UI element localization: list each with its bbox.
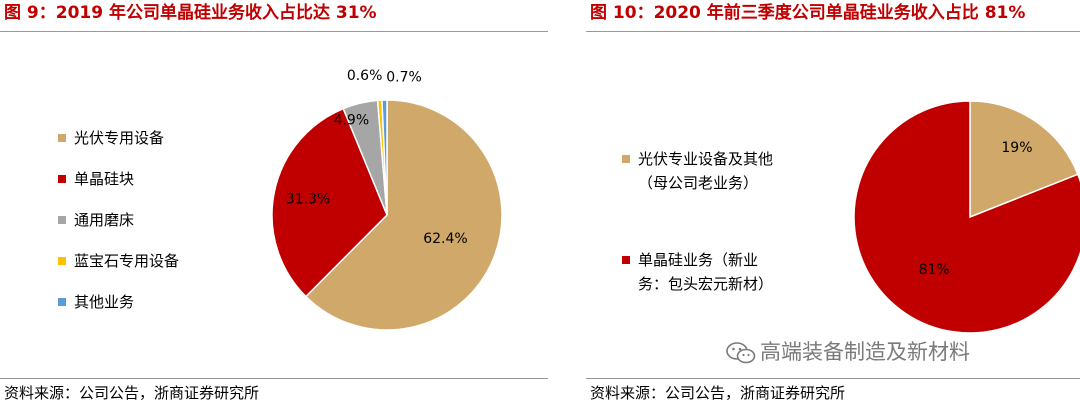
legend-entry: 光伏专业设备及其他（母公司老业务） bbox=[638, 150, 773, 192]
chart-title: 图 10：2020 年前三季度公司单晶硅业务收入占比 81% bbox=[590, 3, 1026, 23]
legend-swatch bbox=[622, 256, 630, 264]
legend-swatch bbox=[58, 216, 66, 224]
chart-panel-right: 图 10：2020 年前三季度公司单晶硅业务收入占比 81% 19% 81% 光伏专… bbox=[586, 0, 1080, 408]
pie-slice-4 bbox=[381, 99, 388, 216]
watermark-text: 高端装备制造及新材料 bbox=[760, 340, 970, 364]
chart-panel-left: 图 9：2019 年公司单晶硅业务收入占比达 31% 62.4% 31.3% 4.9… bbox=[0, 3, 548, 402]
pie-slice-0 bbox=[304, 99, 503, 331]
slice-data-label: 81% bbox=[919, 262, 950, 278]
legend-swatch bbox=[58, 298, 66, 306]
source-divider bbox=[586, 378, 1080, 379]
legend-entry: 单晶硅业务（新业务：包头宏元新材） bbox=[638, 251, 773, 293]
slice-data-label: 0.7% bbox=[386, 70, 422, 86]
pie-chart-2019: 62.4% 31.3% 4.9% 0.6% 0.7% 光伏专用设备单晶硅块通用磨床蓝宝石专… bbox=[58, 68, 503, 331]
watermark: 高端装备制造及新材料 bbox=[726, 338, 970, 366]
title-divider bbox=[586, 31, 1080, 32]
slice-data-label: 0.6% bbox=[347, 68, 383, 84]
pie-chart-2020q3: 19% 81% 光伏专业设备及其他（母公司老业务） 单晶硅业务（新业务：包头宏元新材） bbox=[622, 100, 1080, 334]
legend-entry: 其他业务 bbox=[74, 293, 134, 311]
legend-swatch bbox=[58, 257, 66, 265]
legend-entry: 光伏专用设备 bbox=[74, 129, 164, 147]
pie-slice-0 bbox=[969, 100, 1079, 219]
slice-data-label: 31.3% bbox=[286, 191, 330, 207]
source-note: 资料来源：公司公告，浙商证券研究所 bbox=[590, 384, 846, 402]
legend-entry: 单晶硅块 bbox=[74, 170, 134, 188]
chart-title: 图 9：2019 年公司单晶硅业务收入占比达 31% bbox=[4, 3, 377, 23]
slice-data-label: 4.9% bbox=[334, 113, 370, 129]
title-divider bbox=[0, 31, 548, 32]
pie-slice-1 bbox=[271, 107, 388, 298]
wechat-icon bbox=[726, 342, 756, 364]
legend-swatch bbox=[58, 134, 66, 142]
source-note: 资料来源：公司公告，浙商证券研究所 bbox=[4, 384, 260, 402]
slice-data-label: 62.4% bbox=[423, 231, 467, 247]
slice-data-label: 19% bbox=[1001, 140, 1032, 156]
legend-swatch bbox=[58, 175, 66, 183]
source-divider bbox=[0, 378, 548, 379]
legend-swatch bbox=[622, 155, 630, 163]
legend-entry: 蓝宝石专用设备 bbox=[74, 252, 179, 270]
legend-entry: 通用磨床 bbox=[74, 211, 134, 229]
pie-slice-1 bbox=[853, 100, 1080, 334]
